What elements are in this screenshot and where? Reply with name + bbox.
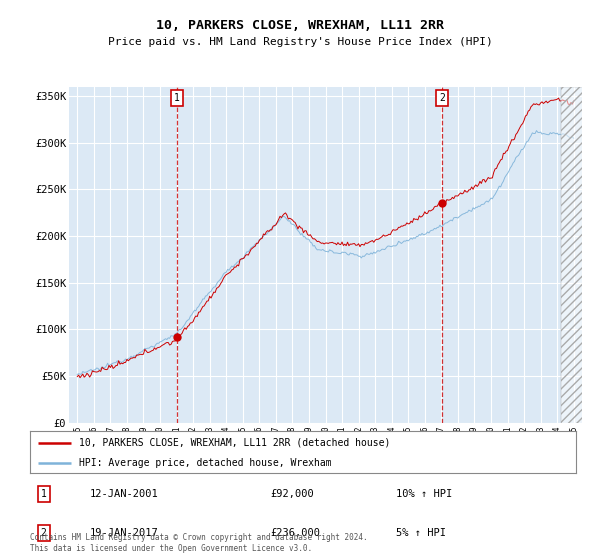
Text: 19-JAN-2017: 19-JAN-2017 bbox=[90, 529, 159, 538]
Text: 10, PARKERS CLOSE, WREXHAM, LL11 2RR: 10, PARKERS CLOSE, WREXHAM, LL11 2RR bbox=[156, 18, 444, 32]
Text: HPI: Average price, detached house, Wrexham: HPI: Average price, detached house, Wrex… bbox=[79, 458, 332, 468]
Text: £236,000: £236,000 bbox=[270, 529, 320, 538]
Text: 1: 1 bbox=[174, 93, 180, 103]
Text: 2: 2 bbox=[439, 93, 445, 103]
Text: 1: 1 bbox=[41, 489, 47, 499]
Text: 10, PARKERS CLOSE, WREXHAM, LL11 2RR (detached house): 10, PARKERS CLOSE, WREXHAM, LL11 2RR (de… bbox=[79, 438, 391, 448]
Text: 12-JAN-2001: 12-JAN-2001 bbox=[90, 489, 159, 499]
Text: 10% ↑ HPI: 10% ↑ HPI bbox=[396, 489, 452, 499]
Text: 5% ↑ HPI: 5% ↑ HPI bbox=[396, 529, 446, 538]
Text: Price paid vs. HM Land Registry's House Price Index (HPI): Price paid vs. HM Land Registry's House … bbox=[107, 37, 493, 47]
Text: £92,000: £92,000 bbox=[270, 489, 314, 499]
Text: 2: 2 bbox=[41, 529, 47, 538]
Text: Contains HM Land Registry data © Crown copyright and database right 2024.
This d: Contains HM Land Registry data © Crown c… bbox=[30, 533, 368, 553]
